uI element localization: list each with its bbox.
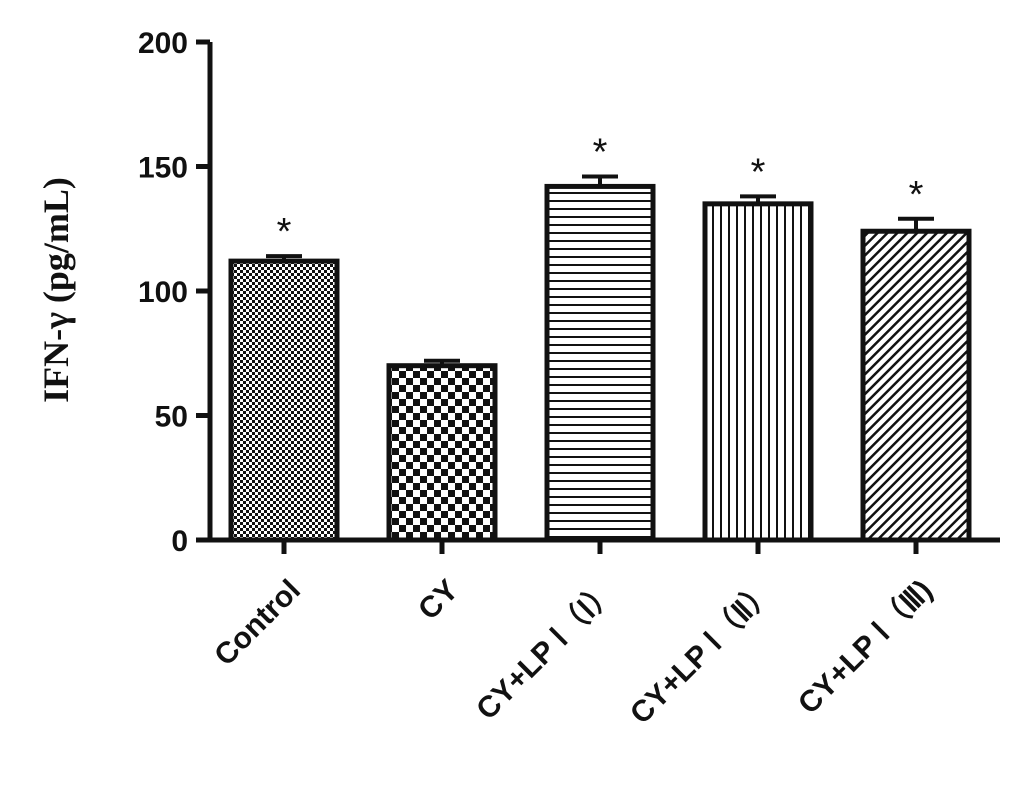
category-label: CY+LP Ⅰ（Ⅱ） bbox=[623, 573, 781, 731]
y-tick-label: 100 bbox=[138, 276, 188, 309]
category-label: CY bbox=[412, 574, 465, 627]
category-label: CY+LP Ⅰ（Ⅲ) bbox=[791, 573, 939, 721]
y-tick-label: 50 bbox=[155, 401, 188, 434]
bar-0 bbox=[228, 258, 340, 543]
y-tick-label: 150 bbox=[138, 152, 188, 185]
y-tick-label: 0 bbox=[171, 525, 188, 558]
bar-1 bbox=[386, 363, 498, 543]
y-tick-label: 200 bbox=[138, 27, 188, 60]
significance-marker: * bbox=[751, 151, 766, 193]
category-labels: Control CY CY+LP Ⅰ（Ⅰ） CY+LP Ⅰ（Ⅱ） CY+LP Ⅰ（Ⅲ) bbox=[208, 573, 939, 731]
bar-2 bbox=[544, 183, 656, 543]
significance-marker: * bbox=[909, 174, 924, 216]
bars: * * * * bbox=[228, 131, 972, 543]
bar-4 bbox=[860, 228, 972, 543]
category-label: CY+LP Ⅰ（Ⅰ） bbox=[469, 573, 622, 726]
category-label: Control bbox=[208, 574, 307, 673]
y-axis-label: IFN-γ (pg/mL) bbox=[36, 177, 76, 403]
significance-marker: * bbox=[593, 131, 608, 173]
bar-3 bbox=[702, 201, 814, 543]
significance-marker: * bbox=[277, 211, 292, 253]
